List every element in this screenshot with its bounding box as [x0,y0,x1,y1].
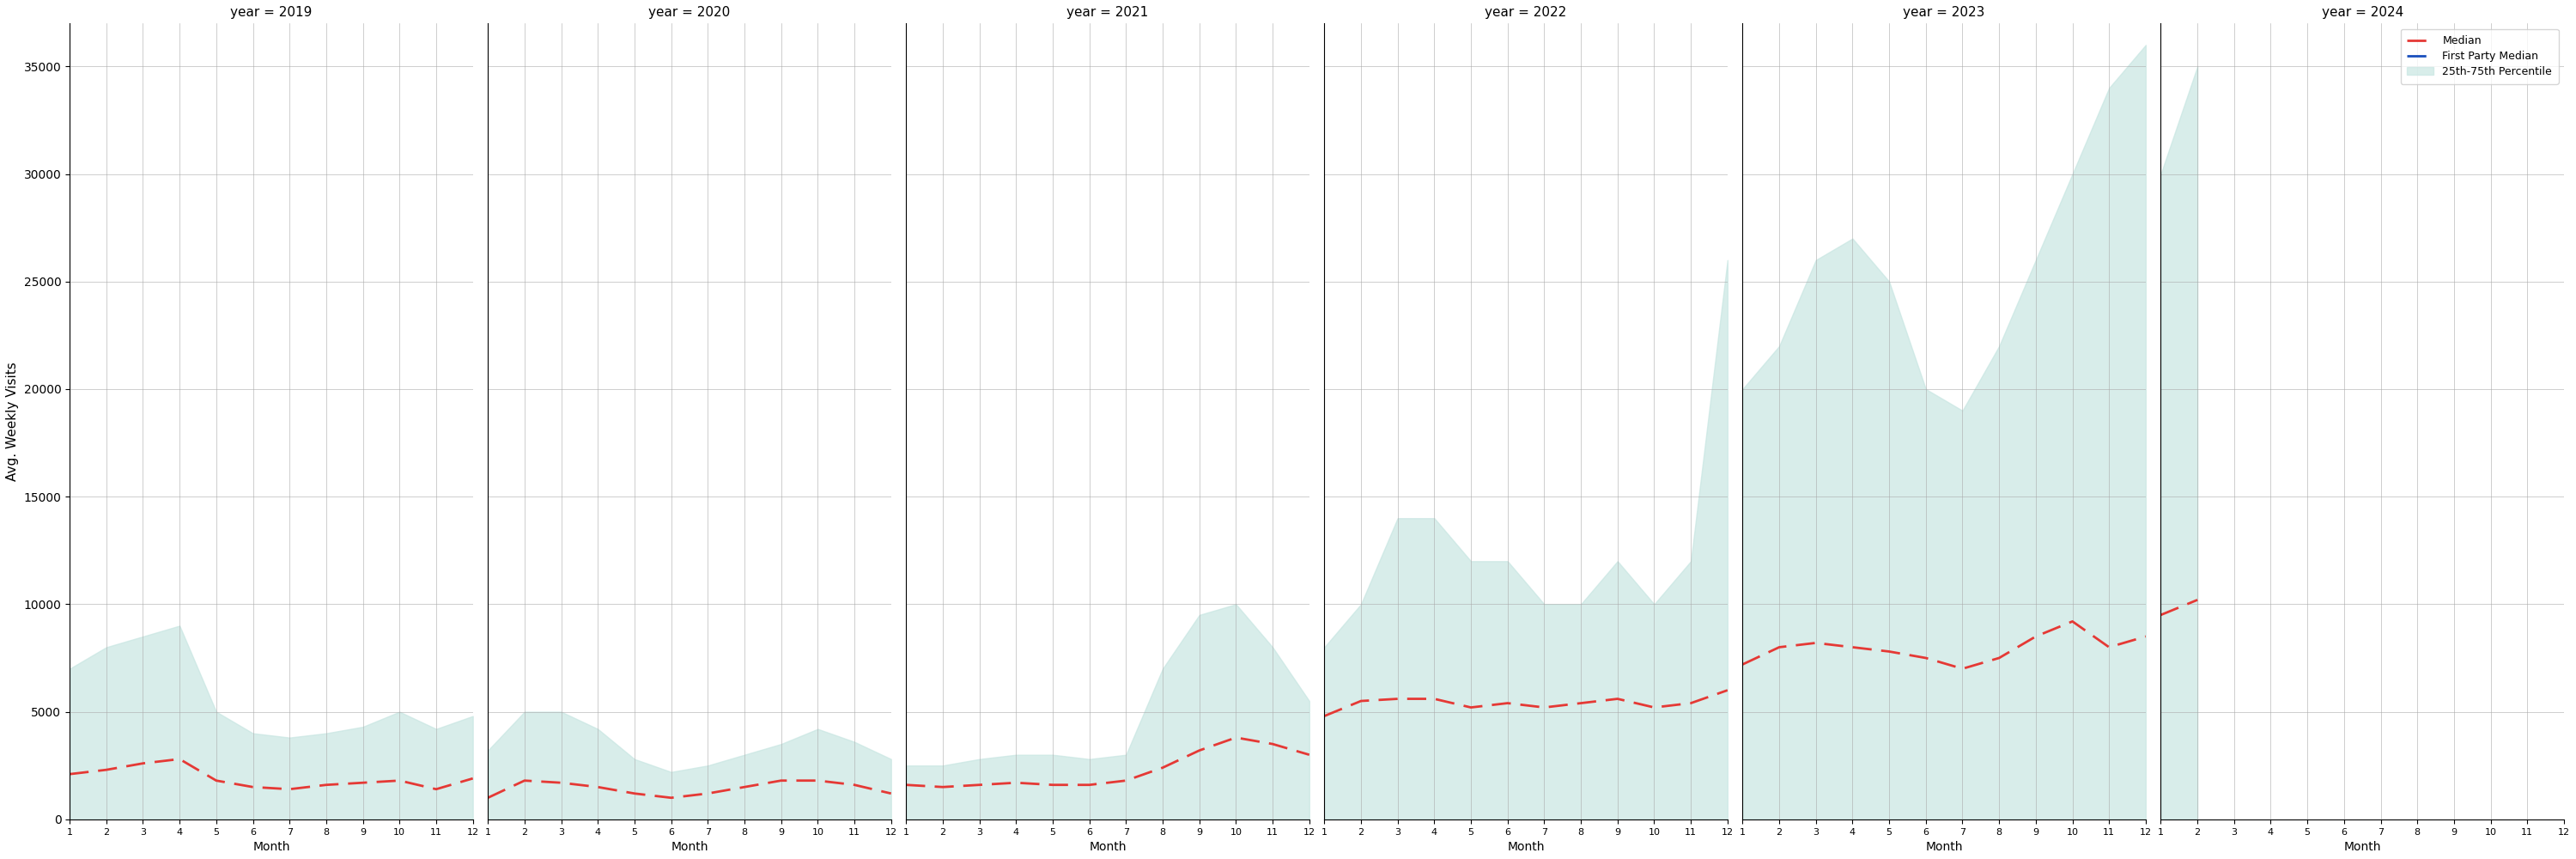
X-axis label: Month: Month [670,841,708,853]
X-axis label: Month: Month [1924,841,1963,853]
X-axis label: Month: Month [2344,841,2380,853]
Title: year = 2024: year = 2024 [2321,6,2403,19]
Title: year = 2019: year = 2019 [229,6,312,19]
Title: year = 2020: year = 2020 [649,6,732,19]
Title: year = 2023: year = 2023 [1904,6,1986,19]
Y-axis label: Avg. Weekly Visits: Avg. Weekly Visits [5,362,18,481]
Title: year = 2021: year = 2021 [1066,6,1149,19]
Legend: Median, First Party Median, 25th-75th Percentile: Median, First Party Median, 25th-75th Pe… [2401,29,2558,84]
X-axis label: Month: Month [252,841,291,853]
X-axis label: Month: Month [1090,841,1126,853]
X-axis label: Month: Month [1507,841,1546,853]
Title: year = 2022: year = 2022 [1484,6,1566,19]
